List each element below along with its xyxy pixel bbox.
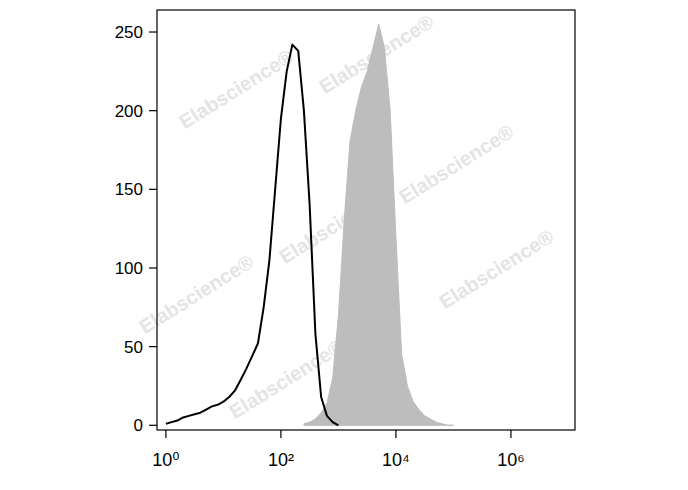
y-tick-label: 0 xyxy=(134,416,143,435)
watermark: Elabscience® xyxy=(435,225,557,313)
y-tick xyxy=(149,31,157,32)
x-tick xyxy=(280,430,281,438)
y-tick xyxy=(149,425,157,426)
chart: Elabscience® Elabscience® Elabscience® Elab… xyxy=(0,0,688,490)
x-tick-label: 10⁴ xyxy=(382,450,410,470)
y-tick xyxy=(149,189,157,190)
y-tick xyxy=(149,346,157,347)
y-tick-label: 200 xyxy=(115,102,143,121)
plot-area xyxy=(166,24,454,425)
x-tick-label: 10⁰ xyxy=(152,450,179,470)
y-tick xyxy=(149,267,157,268)
y-tick-label: 250 xyxy=(115,23,143,42)
histogram-line xyxy=(166,45,339,426)
x-tick-label: 10² xyxy=(268,450,294,470)
watermark: Elabscience® xyxy=(175,45,297,133)
watermark: Elabscience® xyxy=(135,250,257,338)
x-tick xyxy=(165,430,166,438)
y-tick-label: 50 xyxy=(124,338,143,357)
x-tick xyxy=(510,430,511,438)
frame xyxy=(157,10,575,430)
x-tick-label: 10⁶ xyxy=(497,450,524,470)
y-tick-label: 150 xyxy=(115,180,143,199)
histogram-area xyxy=(304,24,454,425)
y-tick xyxy=(149,110,157,111)
y-tick-label: 100 xyxy=(115,259,143,278)
x-tick xyxy=(395,430,396,438)
watermark: Elabscience® xyxy=(395,120,517,208)
